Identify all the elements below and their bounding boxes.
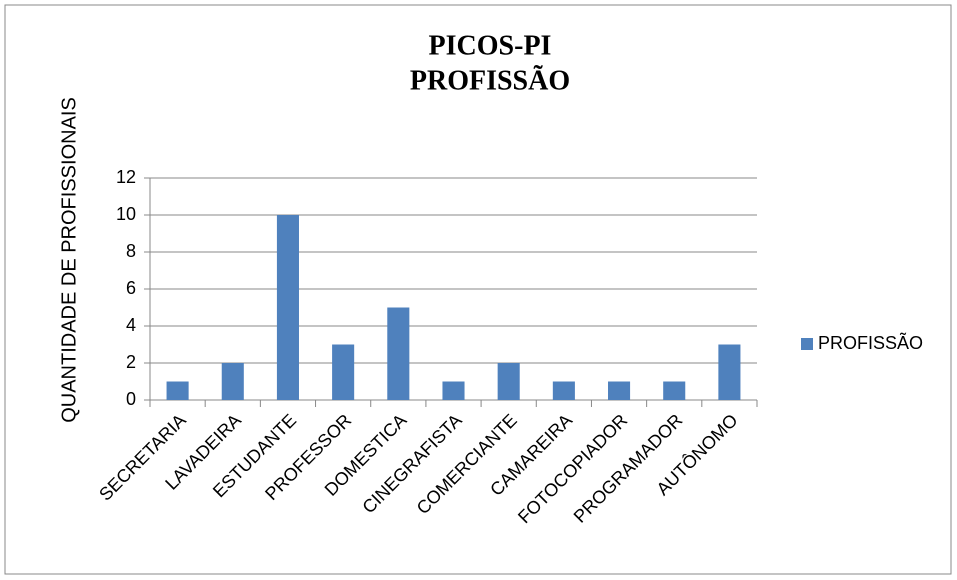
y-tick-label: 0 [126,389,136,409]
legend-label: PROFISSÃO [818,332,923,353]
bar [332,344,355,400]
legend-swatch [801,338,813,350]
bar [387,307,410,400]
bar [718,344,741,400]
y-tick-label: 10 [116,204,136,224]
bar [166,381,189,400]
chart-subtitle: PROFISSÃO [410,65,570,96]
bar [442,381,465,400]
bar [276,215,299,400]
bar [663,381,686,400]
y-tick-label: 6 [126,278,136,298]
bar [221,363,244,400]
chart-title: PICOS-PI [429,30,552,61]
bar [497,363,520,400]
y-tick-label: 2 [126,352,136,372]
bar [552,381,575,400]
bar [608,381,631,400]
y-axis-label: QUANTIDADE DE PROFISSIONAIS [58,97,80,423]
y-tick-label: 4 [126,315,136,335]
y-tick-label: 8 [126,241,136,261]
y-tick-label: 12 [116,167,136,187]
